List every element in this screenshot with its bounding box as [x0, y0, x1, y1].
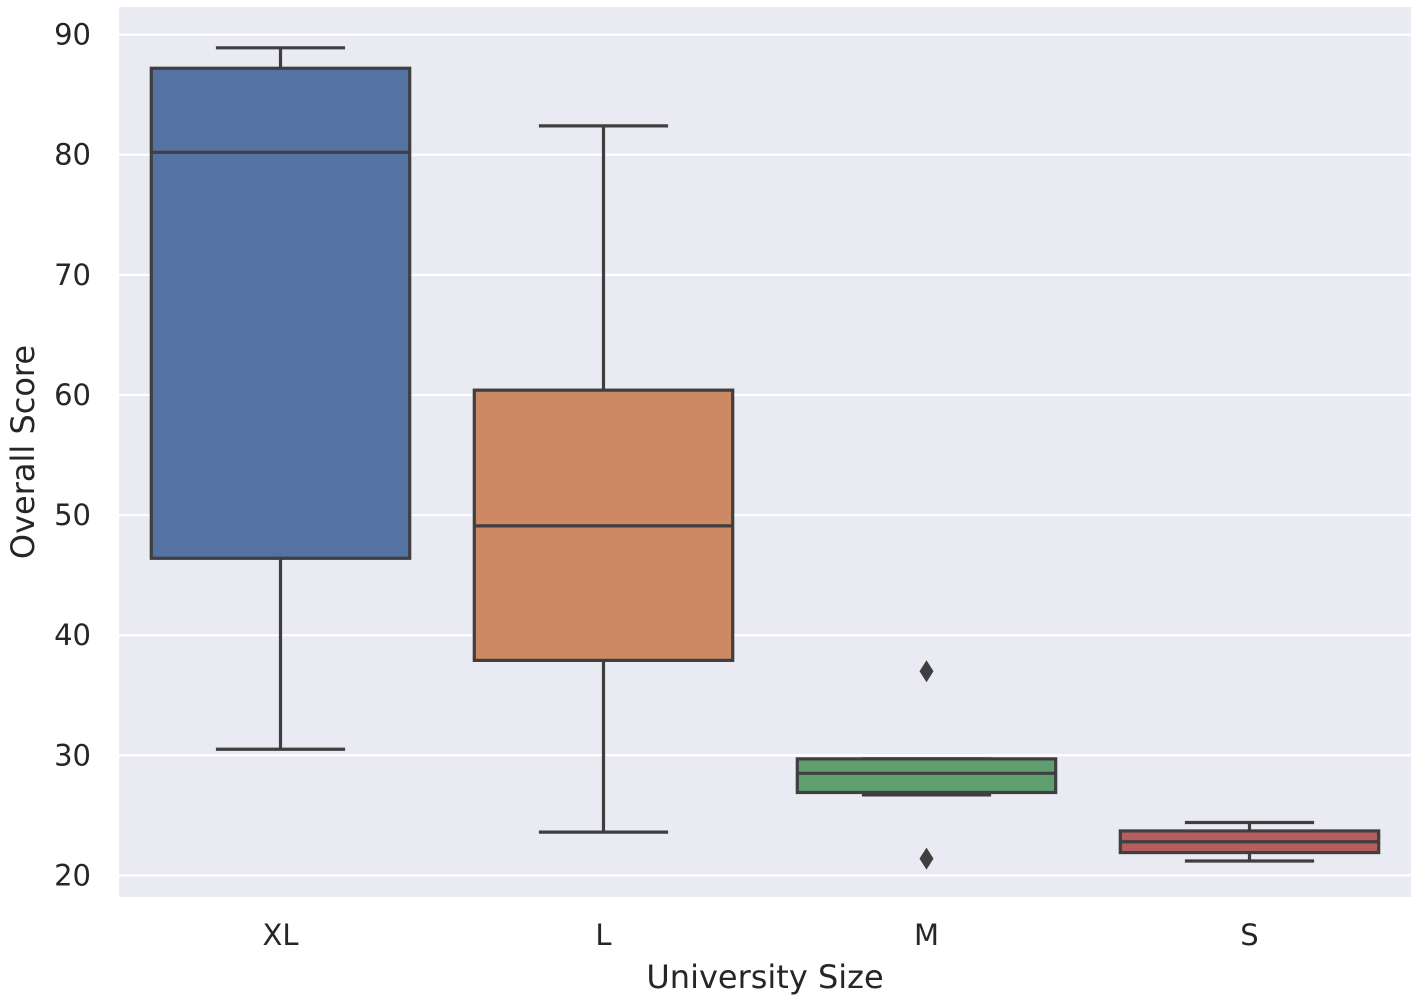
y-tick-label-70: 70: [54, 258, 91, 292]
y-tick-label-60: 60: [54, 378, 91, 412]
x-tick-label-L: L: [595, 918, 611, 952]
box-body-XL: [149, 66, 412, 560]
box-M: [795, 660, 1058, 870]
y-tick-labels: 20 30 40 50 60 70 80 90: [54, 18, 91, 893]
y-axis-label: Overall Score: [4, 345, 42, 559]
y-tick-label-20: 20: [54, 858, 91, 892]
x-tick-label-M: M: [914, 918, 939, 952]
outlier-M-1: [919, 847, 934, 870]
y-tick-label-40: 40: [54, 618, 91, 652]
box-XL: [149, 46, 412, 751]
y-tick-label-50: 50: [54, 498, 91, 532]
y-tick-label-80: 80: [54, 138, 91, 172]
box-S: [1118, 820, 1381, 863]
x-tick-label-XL: XL: [262, 918, 298, 952]
y-tick-label-30: 30: [54, 738, 91, 772]
x-tick-labels: XL L M S: [262, 918, 1258, 952]
box-body-M: [795, 757, 1058, 795]
x-axis-label: University Size: [646, 958, 883, 996]
boxes: [149, 46, 1381, 870]
box-L: [472, 124, 735, 834]
y-tick-label-90: 90: [54, 18, 91, 52]
outlier-M-0: [919, 660, 934, 683]
x-tick-label-S: S: [1240, 918, 1258, 952]
